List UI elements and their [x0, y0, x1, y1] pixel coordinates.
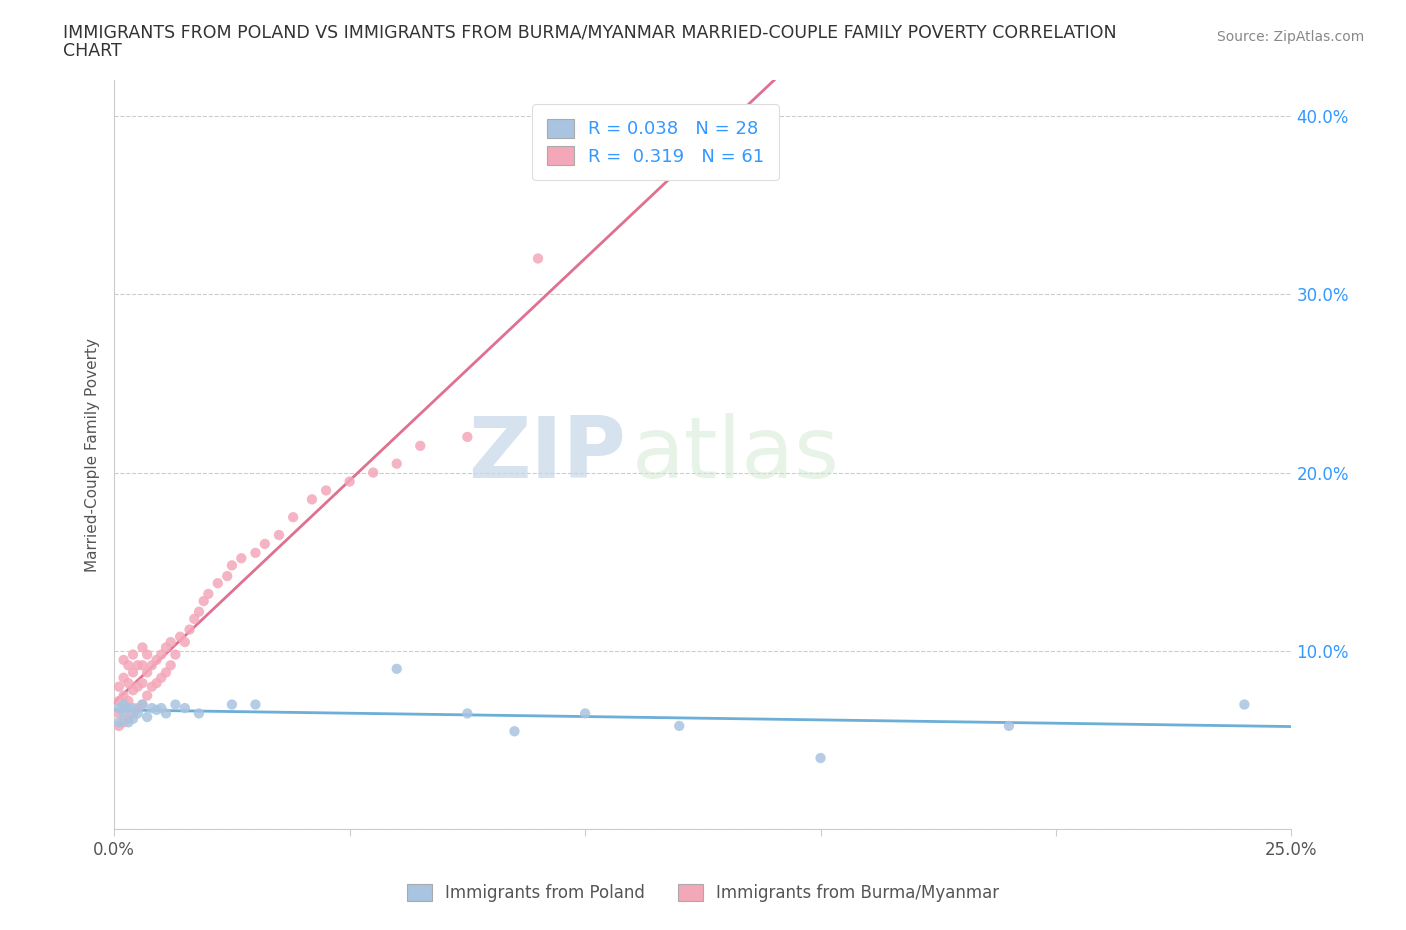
Point	[145, 676, 167, 691]
Point	[136, 647, 159, 662]
Point	[117, 694, 139, 709]
Point	[108, 694, 131, 709]
Point	[122, 700, 145, 715]
Point	[339, 474, 361, 489]
Point	[117, 711, 139, 726]
Point	[150, 671, 173, 685]
Point	[267, 527, 290, 542]
Point	[173, 700, 195, 715]
Point	[150, 700, 173, 715]
Point	[117, 715, 139, 730]
Point	[207, 576, 229, 591]
Text: atlas: atlas	[633, 413, 841, 497]
Point	[141, 658, 163, 672]
Point	[108, 679, 131, 694]
Point	[217, 568, 239, 583]
Point	[188, 604, 211, 619]
Point	[221, 558, 243, 573]
Point	[183, 611, 205, 626]
Legend: R = 0.038   N = 28, R =  0.319   N = 61: R = 0.038 N = 28, R = 0.319 N = 61	[533, 104, 779, 180]
Point	[245, 545, 267, 560]
Point	[108, 706, 131, 721]
Point	[122, 706, 145, 721]
Point	[385, 661, 408, 676]
Point	[155, 640, 177, 655]
Point	[122, 665, 145, 680]
Point	[136, 688, 159, 703]
Point	[112, 700, 135, 715]
Point	[197, 587, 219, 602]
Point	[574, 706, 596, 721]
Point	[117, 676, 139, 691]
Point	[131, 698, 153, 712]
Point	[159, 658, 181, 672]
Point	[253, 537, 276, 551]
Point	[456, 706, 478, 721]
Point	[155, 665, 177, 680]
Legend: Immigrants from Poland, Immigrants from Burma/Myanmar: Immigrants from Poland, Immigrants from …	[398, 876, 1008, 910]
Point	[131, 658, 153, 672]
Point	[112, 715, 135, 730]
Point	[301, 492, 323, 507]
Point	[122, 647, 145, 662]
Point	[169, 630, 191, 644]
Point	[527, 251, 550, 266]
Point	[145, 653, 167, 668]
Point	[231, 551, 253, 565]
Point	[112, 671, 135, 685]
Point	[127, 658, 149, 672]
Point	[159, 634, 181, 649]
Point	[141, 679, 163, 694]
Point	[112, 706, 135, 721]
Point	[193, 593, 215, 608]
Point	[108, 700, 131, 715]
Point	[108, 719, 131, 734]
Point	[122, 683, 145, 698]
Point	[131, 676, 153, 691]
Point	[409, 438, 432, 453]
Point	[361, 465, 384, 480]
Point	[131, 698, 153, 712]
Point	[136, 710, 159, 724]
Point	[810, 751, 832, 765]
Point	[315, 483, 337, 498]
Point	[150, 647, 173, 662]
Point	[145, 702, 167, 717]
Point	[117, 658, 139, 672]
Point	[112, 653, 135, 668]
Point	[122, 711, 145, 726]
Point	[188, 706, 211, 721]
Point	[668, 719, 690, 734]
Text: Source: ZipAtlas.com: Source: ZipAtlas.com	[1216, 30, 1364, 44]
Point	[131, 640, 153, 655]
Point	[165, 698, 187, 712]
Point	[179, 622, 201, 637]
Point	[456, 430, 478, 445]
Point	[173, 634, 195, 649]
Point	[221, 698, 243, 712]
Point	[112, 698, 135, 712]
Text: CHART: CHART	[63, 42, 122, 60]
Point	[165, 647, 187, 662]
Point	[127, 700, 149, 715]
Point	[136, 665, 159, 680]
Point	[503, 724, 526, 738]
Point	[127, 706, 149, 721]
Point	[281, 510, 304, 525]
Point	[155, 706, 177, 721]
Text: IMMIGRANTS FROM POLAND VS IMMIGRANTS FROM BURMA/MYANMAR MARRIED-COUPLE FAMILY PO: IMMIGRANTS FROM POLAND VS IMMIGRANTS FRO…	[63, 23, 1116, 41]
Point	[998, 719, 1021, 734]
Point	[108, 715, 131, 730]
Point	[127, 679, 149, 694]
Point	[112, 688, 135, 703]
Point	[245, 698, 267, 712]
Text: ZIP: ZIP	[468, 413, 626, 497]
Y-axis label: Married-Couple Family Poverty: Married-Couple Family Poverty	[86, 338, 100, 572]
Point	[385, 457, 408, 472]
Point	[141, 700, 163, 715]
Point	[1233, 698, 1256, 712]
Point	[117, 700, 139, 715]
